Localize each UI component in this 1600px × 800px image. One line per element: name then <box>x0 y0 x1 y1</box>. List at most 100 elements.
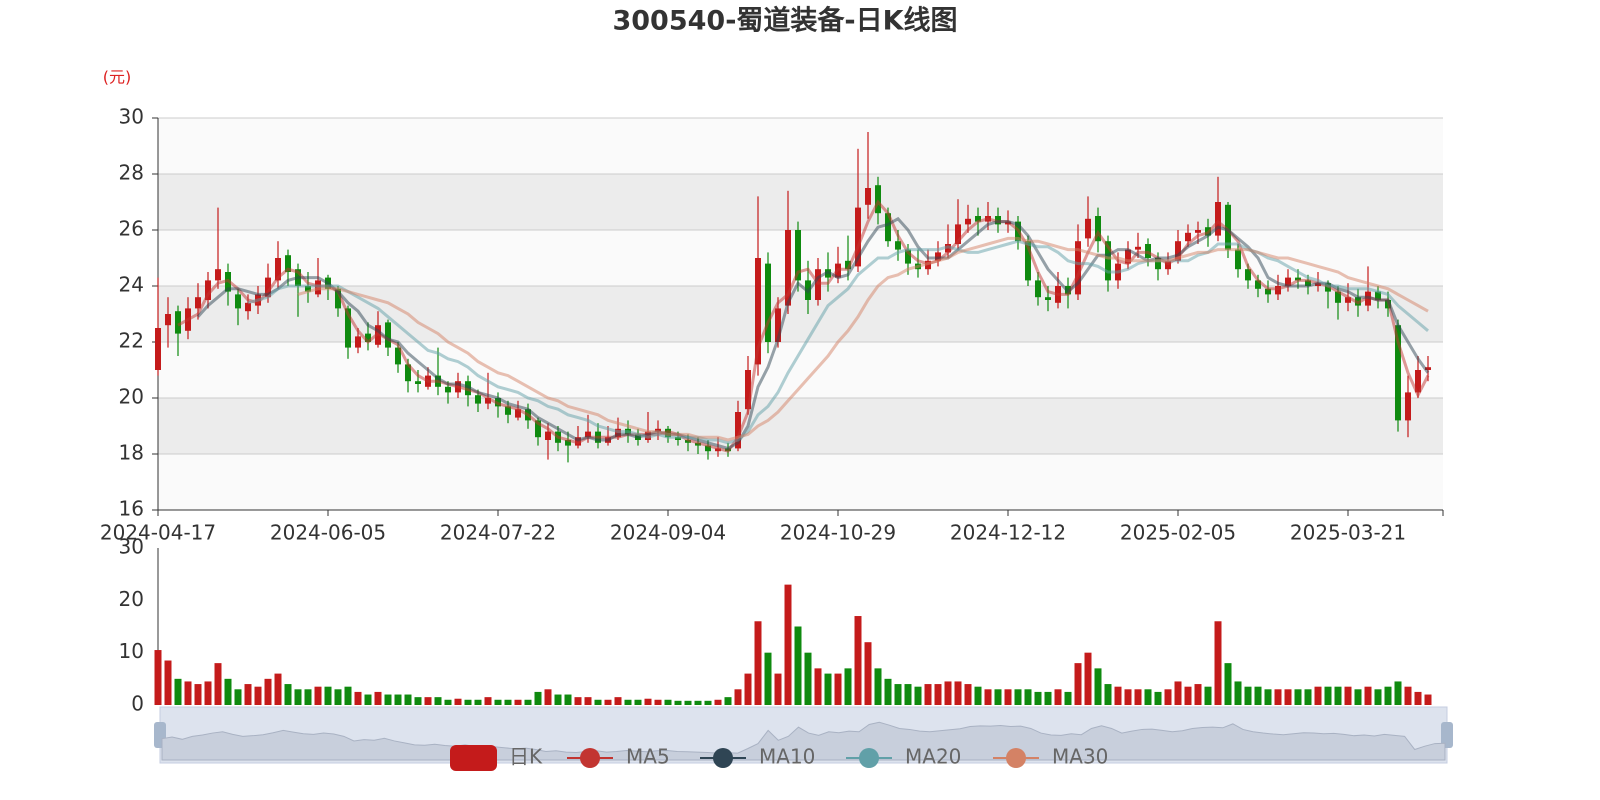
volume-bar <box>554 694 562 705</box>
volume-bar <box>1294 689 1302 705</box>
candle-body <box>545 431 551 440</box>
volume-tick-label: 30 <box>119 535 144 559</box>
volume-bar <box>364 694 372 705</box>
volume-bar <box>634 699 642 705</box>
candle-body <box>885 213 891 242</box>
volume-bar <box>214 663 222 705</box>
volume-bar <box>1374 689 1382 705</box>
legend-label[interactable]: MA5 <box>626 745 670 769</box>
candle-body <box>755 258 761 365</box>
candle-body <box>405 364 411 382</box>
candle-body <box>565 440 571 446</box>
volume-bar <box>304 689 312 705</box>
candle-body <box>275 258 281 281</box>
candle-body <box>505 406 511 415</box>
candle-body <box>415 381 421 384</box>
candle-body <box>1155 258 1161 270</box>
candle-body <box>445 386 451 393</box>
y-tick-label: 24 <box>119 273 144 297</box>
candle-body <box>965 218 971 225</box>
volume-bar <box>834 673 842 705</box>
candle-body <box>1045 297 1051 300</box>
legend-label[interactable]: MA30 <box>1052 745 1108 769</box>
candle-body <box>745 370 751 410</box>
split-area <box>158 398 1443 454</box>
candle-body <box>155 328 161 370</box>
chart-title: 300540-蜀道装备-日K线图 <box>612 5 957 37</box>
y-tick-label: 22 <box>119 329 144 353</box>
legend-icon <box>713 748 733 768</box>
candle-body <box>1375 291 1381 300</box>
candle-body <box>845 260 851 270</box>
volume-bar <box>164 660 172 705</box>
candle-body <box>1345 297 1351 303</box>
x-tick-label: 2025-03-21 <box>1290 521 1406 545</box>
volume-bar <box>614 697 622 705</box>
volume-bar <box>564 694 572 705</box>
candle-body <box>895 241 901 250</box>
split-area <box>158 118 1443 174</box>
volume-bar <box>244 684 252 705</box>
candle-body <box>345 308 351 348</box>
legend-icon <box>1006 748 1026 768</box>
candle-body <box>1215 202 1221 236</box>
volume-bar <box>904 684 912 705</box>
volume-bar <box>1424 694 1432 705</box>
volume-bar <box>764 652 772 705</box>
volume-bar <box>1414 691 1422 705</box>
x-tick-label: 2025-02-05 <box>1120 521 1236 545</box>
legend-label[interactable]: 日K <box>509 745 543 769</box>
candle-body <box>385 322 391 348</box>
volume-bar <box>224 678 232 705</box>
volume-bar <box>1074 663 1082 705</box>
volume-bar <box>374 691 382 705</box>
ma-line <box>297 236 1429 442</box>
legend-label[interactable]: MA10 <box>759 745 815 769</box>
candle-body <box>1075 241 1081 295</box>
volume-bar <box>984 689 992 705</box>
volume-bar <box>324 686 332 705</box>
volume-bar <box>1004 689 1012 705</box>
volume-bar <box>264 678 272 705</box>
candle-body <box>1285 277 1291 286</box>
legend-label[interactable]: MA20 <box>905 745 961 769</box>
volume-bar <box>1084 652 1092 705</box>
volume-bar <box>434 697 442 705</box>
volume-bar <box>1404 686 1412 705</box>
candle-body <box>265 277 271 298</box>
volume-bar <box>684 700 692 705</box>
candle-body <box>1255 280 1261 289</box>
zoom-handle[interactable] <box>1441 722 1453 748</box>
candle-body <box>955 224 961 244</box>
volume-bar <box>394 694 402 705</box>
volume-bar <box>954 681 962 705</box>
volume-bar <box>344 686 352 705</box>
candle-body <box>1135 246 1141 250</box>
volume-bar <box>744 673 752 705</box>
volume-bar <box>534 691 542 705</box>
volume-bar <box>234 689 242 705</box>
volume-bar <box>154 650 162 705</box>
volume-bar <box>1134 689 1142 705</box>
volume-bar <box>1174 681 1182 705</box>
candle-body <box>215 269 221 281</box>
volume-bar <box>504 699 512 705</box>
volume-bar <box>1114 686 1122 705</box>
volume-bar <box>864 642 872 705</box>
candle-body <box>1245 269 1251 281</box>
y-axis-label: (元) <box>103 68 132 87</box>
volume-bar <box>1164 689 1172 705</box>
volume-bar <box>404 694 412 705</box>
volume-bar <box>1214 621 1222 705</box>
volume-bar <box>1104 684 1112 705</box>
candle-body <box>705 445 711 452</box>
candle-body <box>475 395 481 404</box>
candle-body <box>585 431 591 438</box>
candle-body <box>1025 241 1031 281</box>
candle-body <box>515 409 521 418</box>
volume-bar <box>524 699 532 705</box>
candle-body <box>1085 218 1091 239</box>
volume-bar <box>874 668 882 705</box>
volume-bar <box>1154 691 1162 705</box>
candle-body <box>1425 367 1431 370</box>
